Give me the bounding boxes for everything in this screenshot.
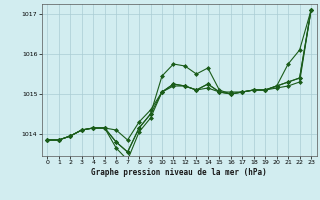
X-axis label: Graphe pression niveau de la mer (hPa): Graphe pression niveau de la mer (hPa) [91, 168, 267, 177]
